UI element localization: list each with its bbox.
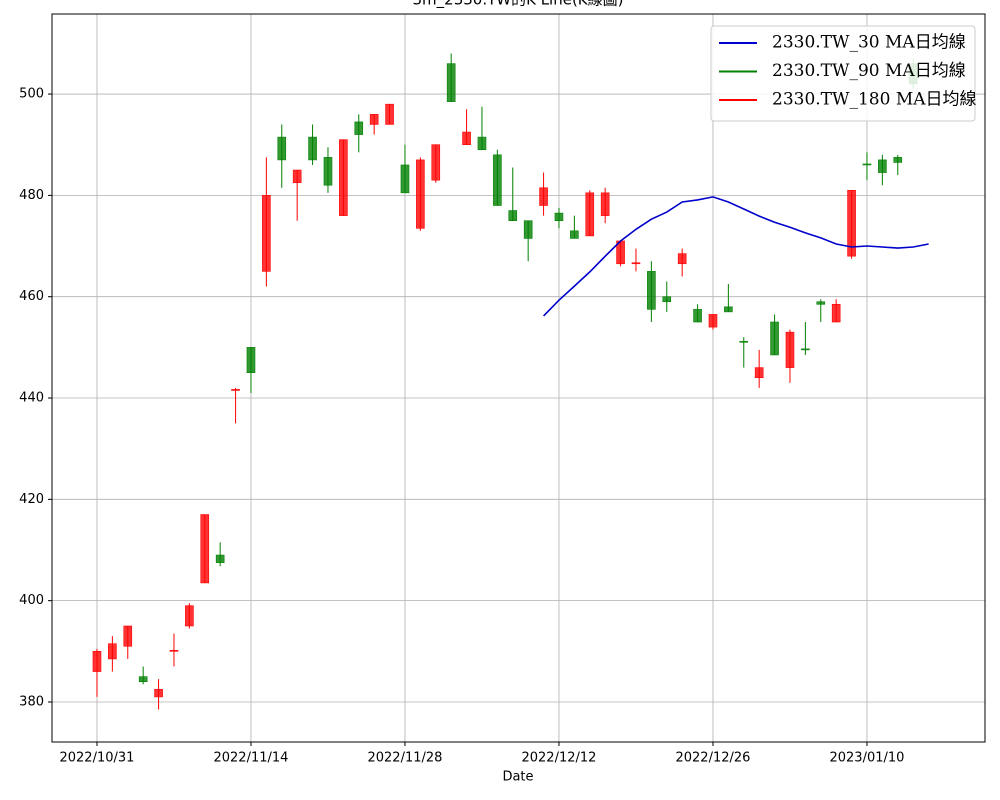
candle-body: [154, 689, 163, 698]
candle-body: [662, 296, 672, 303]
y-tick-label: 460: [19, 289, 44, 304]
candle-body: [739, 340, 749, 343]
candle-body: [816, 301, 826, 305]
legend-label: 2330.TW_180 MA日均線: [772, 90, 977, 110]
candle-body: [493, 154, 502, 206]
plot: [92, 53, 929, 710]
candle-body: [339, 139, 348, 216]
candle-body: [893, 157, 903, 163]
y-tick-label: 440: [19, 391, 44, 406]
candle-body: [200, 514, 210, 584]
candle-body: [847, 190, 856, 257]
candle-body: [416, 159, 425, 229]
candle-body: [138, 676, 148, 683]
plot-frame: [51, 13, 986, 743]
candle-body: [354, 121, 364, 135]
candle-body: [539, 187, 548, 206]
candle-body: [215, 554, 225, 563]
candle-body: [631, 262, 641, 265]
candle-body: [754, 367, 764, 379]
x-tick-label: 2022/11/14: [213, 751, 288, 766]
candle-body: [446, 63, 456, 102]
y-tick-label: 500: [19, 87, 44, 102]
candle-body: [123, 625, 133, 647]
x-tick-label: 2022/11/28: [367, 751, 442, 766]
candle-body: [108, 643, 117, 660]
candle-body: [878, 159, 887, 173]
candle-body: [92, 651, 102, 672]
candle-body: [231, 389, 240, 391]
candle-body: [431, 144, 441, 181]
y-tick-label: 400: [19, 593, 44, 608]
candle-body: [770, 321, 779, 356]
candle-body: [862, 163, 872, 166]
candle-body: [477, 136, 487, 151]
candle-body: [246, 347, 256, 373]
candle-body: [785, 331, 795, 368]
ma-line: [543, 196, 929, 317]
candle-body: [600, 192, 610, 216]
grid: [52, 14, 985, 742]
candle-body: [400, 164, 410, 194]
candle-body: [185, 605, 194, 627]
legend-label: 2330.TW_90 MA日均線: [772, 61, 966, 81]
candle-body: [262, 195, 271, 272]
legend-label: 2330.TW_30 MA日均線: [772, 33, 966, 53]
x-tick-label: 2022/10/31: [59, 751, 134, 766]
candle-body: [308, 136, 317, 161]
candle-body: [323, 157, 333, 186]
candle-body: [508, 210, 518, 221]
candle-body: [647, 271, 656, 310]
y-tick-label: 380: [19, 694, 44, 709]
candle-body: [462, 131, 471, 146]
candle-body: [570, 230, 579, 239]
candle-body: [523, 220, 533, 239]
y-tick-label: 420: [19, 492, 44, 507]
x-tick-label: 2023/01/10: [829, 751, 904, 766]
candle-body: [831, 303, 841, 323]
candle-body: [724, 306, 733, 313]
chart-title: 3m_2330.TW的K Line(K線圖): [413, 0, 624, 10]
candle-body: [677, 253, 687, 265]
candle-body: [708, 314, 718, 328]
candle-body: [385, 103, 394, 125]
candle-body: [801, 348, 810, 351]
x-axis-label: Date: [502, 770, 533, 785]
candle-body: [277, 136, 287, 161]
y-tick-label: 480: [19, 188, 44, 203]
x-tick-label: 2022/12/26: [675, 751, 750, 766]
candle-body: [169, 650, 179, 652]
candle-body: [369, 114, 379, 125]
candle-body: [693, 309, 702, 323]
x-tick-label: 2022/12/12: [521, 751, 596, 766]
legend-box: [710, 25, 976, 122]
candle-body: [292, 169, 302, 184]
candle-body: [585, 192, 595, 237]
legend: 2330.TW_30 MA日均線 2330.TW_90 MA日均線 2330.TW_…: [710, 25, 977, 122]
candle-body: [554, 212, 564, 221]
